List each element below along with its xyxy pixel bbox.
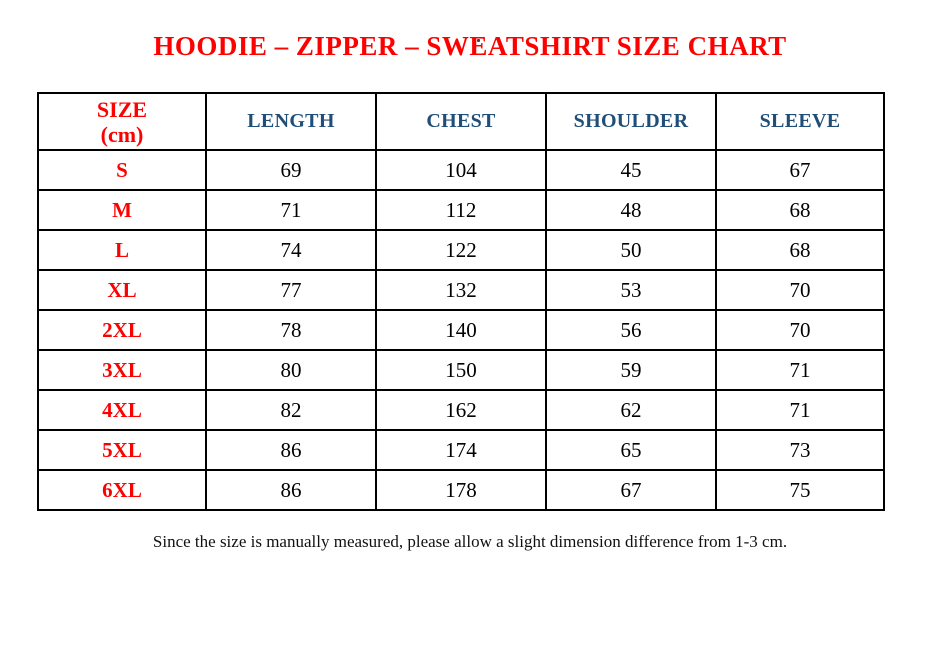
chest-cell: 140	[375, 309, 547, 352]
size-cell: S	[37, 149, 207, 192]
table-row-xl: XL 77 132 53 70	[37, 269, 885, 312]
sleeve-cell: 73	[715, 429, 885, 472]
shoulder-cell: 48	[545, 189, 717, 232]
chest-cell: 104	[375, 149, 547, 192]
length-cell: 82	[205, 389, 377, 432]
column-header-chest: CHEST	[375, 92, 547, 152]
shoulder-cell: 59	[545, 349, 717, 392]
sleeve-cell: 70	[715, 309, 885, 352]
column-header-size: SIZE (cm)	[37, 92, 207, 152]
size-header-line1: SIZE	[96, 96, 148, 122]
table-header-row: SIZE (cm) LENGTH CHEST SHOULDER SLEEVE	[37, 92, 885, 152]
shoulder-cell: 50	[545, 229, 717, 272]
size-cell: L	[37, 229, 207, 272]
size-cell: 6XL	[37, 469, 207, 512]
length-cell: 69	[205, 149, 377, 192]
size-chart-table: SIZE (cm) LENGTH CHEST SHOULDER SLEEVE S…	[37, 92, 885, 512]
shoulder-cell: 53	[545, 269, 717, 312]
size-cell: XL	[37, 269, 207, 312]
table-row-2xl: 2XL 78 140 56 70	[37, 309, 885, 352]
chest-cell: 162	[375, 389, 547, 432]
measurement-disclaimer: Since the size is manually measured, ple…	[152, 532, 788, 552]
table-row-m: M 71 112 48 68	[37, 189, 885, 232]
sleeve-cell: 71	[715, 389, 885, 432]
sleeve-cell: 71	[715, 349, 885, 392]
chest-cell: 122	[375, 229, 547, 272]
shoulder-cell: 62	[545, 389, 717, 432]
length-cell: 71	[205, 189, 377, 232]
column-header-length: LENGTH	[205, 92, 377, 152]
chest-cell: 112	[375, 189, 547, 232]
length-cell: 74	[205, 229, 377, 272]
sleeve-cell: 75	[715, 469, 885, 512]
table-row-6xl: 6XL 86 178 67 75	[37, 469, 885, 512]
size-cell: M	[37, 189, 207, 232]
length-cell: 86	[205, 469, 377, 512]
table-body: S 69 104 45 67 M 71 112 48 68 L 74 122 5…	[37, 149, 885, 512]
shoulder-cell: 56	[545, 309, 717, 352]
table-row-4xl: 4XL 82 162 62 71	[37, 389, 885, 432]
stray-dot-mark	[477, 39, 480, 42]
length-cell: 77	[205, 269, 377, 312]
length-cell: 80	[205, 349, 377, 392]
chest-cell: 174	[375, 429, 547, 472]
size-cell: 5XL	[37, 429, 207, 472]
sleeve-cell: 68	[715, 229, 885, 272]
shoulder-cell: 65	[545, 429, 717, 472]
chest-cell: 178	[375, 469, 547, 512]
sleeve-cell: 70	[715, 269, 885, 312]
table-row-l: L 74 122 50 68	[37, 229, 885, 272]
table-row-5xl: 5XL 86 174 65 73	[37, 429, 885, 472]
length-cell: 78	[205, 309, 377, 352]
chest-cell: 132	[375, 269, 547, 312]
table-row-3xl: 3XL 80 150 59 71	[37, 349, 885, 392]
table-header: SIZE (cm) LENGTH CHEST SHOULDER SLEEVE	[37, 92, 885, 152]
sleeve-cell: 68	[715, 189, 885, 232]
shoulder-cell: 67	[545, 469, 717, 512]
length-cell: 86	[205, 429, 377, 472]
table-row-s: S 69 104 45 67	[37, 149, 885, 192]
chest-cell: 150	[375, 349, 547, 392]
size-header-line2: (cm)	[100, 121, 144, 147]
shoulder-cell: 45	[545, 149, 717, 192]
column-header-sleeve: SLEEVE	[715, 92, 885, 152]
page-title: HOODIE – ZIPPER – SWEATSHIRT SIZE CHART	[153, 31, 787, 61]
sleeve-cell: 67	[715, 149, 885, 192]
size-cell: 4XL	[37, 389, 207, 432]
size-cell: 2XL	[37, 309, 207, 352]
size-cell: 3XL	[37, 349, 207, 392]
column-header-shoulder: SHOULDER	[545, 92, 717, 152]
